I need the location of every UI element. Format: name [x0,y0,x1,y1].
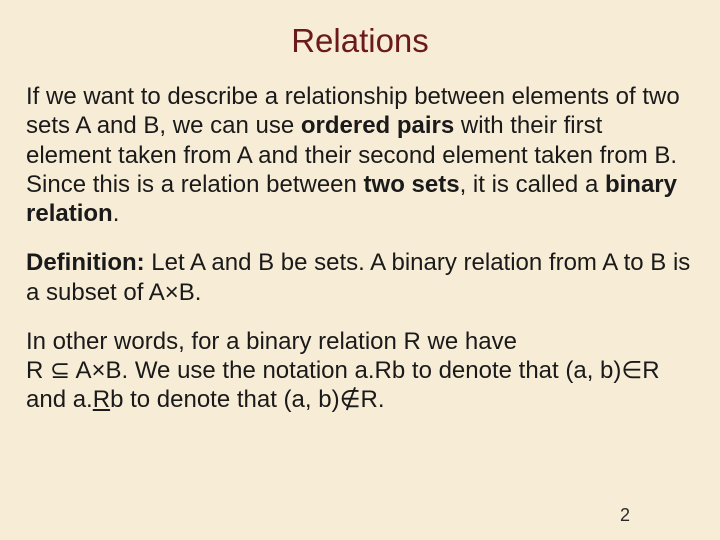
slide: Relations If we want to describe a relat… [0,0,720,540]
paragraph-1: If we want to describe a relationship be… [26,82,694,228]
p2-text-2: B. [179,279,202,306]
p2-bold-1: Definition: [26,249,145,276]
slide-body: If we want to describe a relationship be… [26,82,694,415]
p3-symbol-times-2: × [91,357,105,384]
p1-text-3: Since this is a relation between [26,171,364,198]
p3-text-2: R [26,357,50,384]
p2-symbol-times-1: × [165,279,179,306]
p3-symbol-in: ∈ [621,357,642,384]
page-number: 2 [620,505,630,526]
p3-symbol-notin: ∉ [340,386,361,413]
p3-text-4: B. We use the notation a.Rb to denote th… [105,357,621,384]
p1-text-4: , it is called a [460,171,605,198]
p1-bold-2: two sets [364,171,460,198]
p3-underline-1: R [93,386,110,413]
p3-text-1: In other words, for a binary relation R … [26,328,517,355]
paragraph-3: In other words, for a binary relation R … [26,327,694,415]
p3-text-3: A [70,357,91,384]
p3-text-7: R. [360,386,384,413]
p3-text-6: b to denote that (a, b) [110,386,340,413]
p1-bold-1: ordered pairs [301,112,454,139]
paragraph-2: Definition: Let A and B be sets. A binar… [26,248,694,307]
slide-title: Relations [26,22,694,60]
p1-text-5: . [113,200,120,227]
p3-symbol-subset: ⊆ [50,357,70,384]
